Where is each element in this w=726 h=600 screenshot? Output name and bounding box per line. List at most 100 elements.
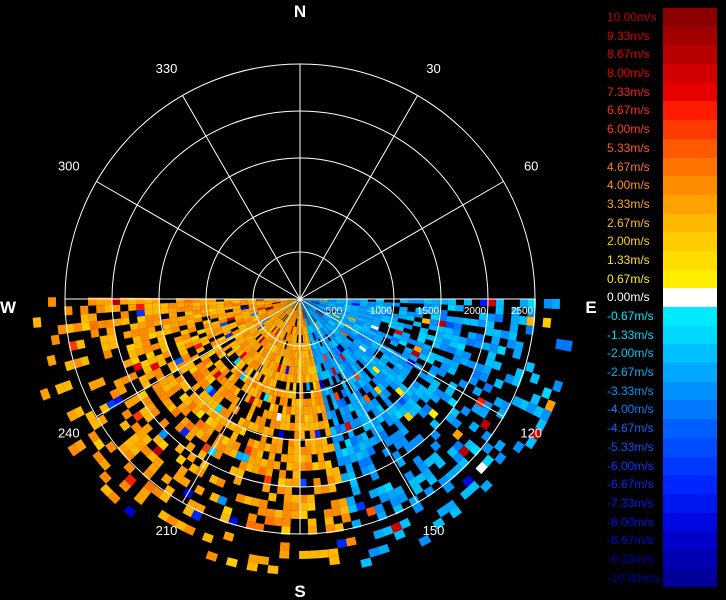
velocity-cell — [268, 492, 277, 502]
velocity-cell — [99, 403, 111, 415]
velocity-cell — [280, 301, 289, 305]
velocity-cell — [281, 526, 291, 535]
velocity-cell — [307, 308, 313, 315]
velocity-cell — [188, 365, 199, 375]
velocity-cell — [268, 323, 275, 331]
velocity-cell — [236, 321, 246, 327]
velocity-cell — [304, 326, 307, 335]
velocity-cell — [311, 301, 320, 304]
velocity-cell — [340, 447, 349, 458]
velocity-cell — [318, 329, 324, 337]
colorbar-swatch — [663, 437, 717, 457]
velocity-cell — [509, 323, 519, 333]
azimuth-label: 60 — [524, 159, 538, 174]
velocity-cell — [492, 329, 502, 338]
velocity-cell — [280, 372, 286, 382]
velocity-cell — [232, 307, 241, 312]
velocity-cell — [233, 475, 243, 486]
velocity-cell — [313, 421, 320, 431]
velocity-cell — [451, 328, 461, 337]
velocity-cell — [362, 340, 371, 348]
velocity-cell — [288, 300, 297, 303]
velocity-cell — [200, 432, 211, 443]
velocity-cell — [214, 329, 224, 337]
velocity-cell — [216, 301, 225, 305]
velocity-cell — [171, 326, 181, 334]
colorbar-swatch — [663, 45, 717, 65]
velocity-cell — [415, 299, 424, 304]
velocity-cell — [322, 315, 330, 321]
velocity-cell — [439, 362, 450, 372]
colorbar-label: 10.00m/s — [607, 10, 657, 24]
velocity-cell — [343, 455, 352, 465]
velocity-cell — [266, 459, 275, 469]
velocity-cell — [343, 349, 351, 358]
velocity-cell — [277, 477, 286, 487]
velocity-cell — [281, 348, 286, 357]
velocity-cell — [137, 321, 147, 330]
velocity-cell — [293, 334, 296, 343]
velocity-cell — [32, 317, 42, 328]
velocity-cell — [339, 505, 350, 516]
velocity-cell — [439, 299, 448, 305]
velocity-cell — [144, 303, 153, 310]
velocity-cell — [323, 508, 333, 518]
velocity-cell — [470, 318, 479, 327]
velocity-cell — [289, 342, 294, 351]
velocity-cell — [352, 443, 361, 454]
velocity-cell — [305, 454, 312, 463]
velocity-cell — [379, 430, 389, 441]
velocity-cell — [271, 315, 279, 322]
velocity-cell — [383, 302, 392, 307]
velocity-cell — [299, 382, 304, 391]
velocity-cell — [201, 442, 212, 454]
range-tick-label: 500 — [326, 306, 343, 317]
velocity-cell — [219, 365, 228, 374]
velocity-cell — [140, 445, 153, 457]
velocity-cell — [274, 307, 282, 312]
colorbar-label: 9.33m/s — [607, 28, 650, 43]
velocity-cell — [153, 319, 163, 327]
velocity-cell — [303, 342, 306, 351]
velocity-cell — [330, 367, 338, 376]
velocity-cell — [346, 320, 355, 326]
velocity-cell — [345, 536, 357, 547]
velocity-cell — [255, 390, 263, 399]
velocity-cell — [252, 330, 260, 337]
velocity-cell — [310, 303, 319, 308]
velocity-cell — [248, 307, 258, 311]
velocity-cell — [350, 353, 359, 362]
velocity-cell — [262, 384, 269, 393]
velocity-cell — [282, 365, 287, 374]
velocity-cell — [319, 303, 328, 307]
velocity-cell — [370, 388, 379, 398]
velocity-cell — [152, 314, 162, 321]
velocity-cell — [403, 346, 414, 355]
velocity-cell — [258, 336, 266, 344]
colorbar-swatch — [663, 120, 717, 139]
azimuth-label: 240 — [58, 426, 80, 441]
velocity-cell — [322, 325, 330, 333]
velocity-cell — [266, 332, 274, 341]
velocity-cell — [408, 354, 419, 363]
velocity-cell — [140, 359, 150, 369]
velocity-cell — [441, 338, 451, 347]
velocity-cell — [108, 340, 119, 350]
velocity-cell — [349, 453, 358, 464]
velocity-cell — [340, 379, 348, 389]
velocity-cell — [177, 315, 186, 322]
velocity-cell — [183, 337, 193, 345]
velocity-cell — [290, 510, 300, 519]
colorbar-row: -9.33m/s — [605, 549, 717, 569]
velocity-cell — [314, 312, 321, 319]
velocity-cell — [481, 341, 491, 351]
velocity-cell — [319, 302, 328, 306]
velocity-cell — [50, 334, 61, 346]
velocity-cell — [341, 312, 350, 317]
colorbar-label: -6.67m/s — [607, 477, 654, 492]
velocity-cell — [288, 366, 292, 375]
velocity-cell — [293, 318, 297, 327]
velocity-cell — [339, 423, 347, 433]
velocity-cell — [303, 398, 308, 407]
polar-grid — [64, 63, 536, 535]
